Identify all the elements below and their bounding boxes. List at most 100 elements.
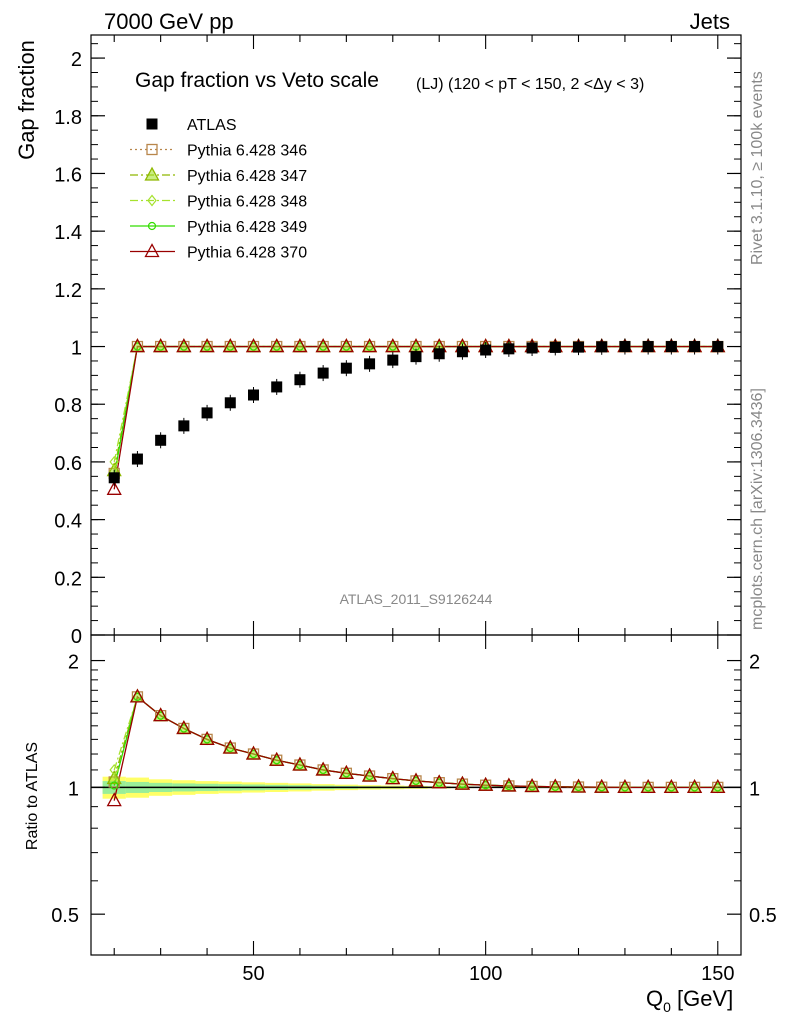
atlas-point — [317, 367, 329, 379]
xlabel-sub: 0 — [663, 999, 671, 1015]
legend-marker — [147, 221, 157, 231]
ratio-series-point — [640, 779, 656, 794]
ratio-series-point — [176, 720, 192, 735]
main-ytick-label: 0.4 — [54, 511, 82, 533]
ratio-ytick-label-right: 0.5 — [749, 905, 777, 927]
ratio-series-point — [199, 731, 215, 746]
atlas-point — [665, 341, 677, 353]
ratio-series-point — [617, 779, 633, 794]
main-series-point — [361, 338, 378, 353]
main-series-point — [269, 338, 285, 353]
legend-label: Pythia 6.428 346 — [187, 143, 307, 160]
xlabel: Q0 [GeV] — [646, 986, 733, 1015]
ratio-series-point — [153, 707, 169, 722]
main-series-point — [385, 338, 401, 353]
ratio-series-point — [110, 781, 119, 790]
main-title-suffix: (LJ) (120 < pT < 150, 2 <Δy < 3) — [416, 76, 644, 93]
atlas-point — [178, 420, 190, 432]
ratio-series-point — [524, 778, 540, 793]
main-series-point — [315, 338, 331, 353]
atlas-point — [712, 341, 724, 353]
atlas-point — [201, 407, 213, 419]
legend-label: ATLAS — [187, 117, 237, 134]
legend-label: Pythia 6.428 347 — [187, 168, 307, 185]
ratio-xtick-label: 50 — [242, 963, 264, 985]
legend-label: Pythia 6.428 348 — [187, 194, 307, 211]
main-series-point — [153, 338, 169, 353]
atlas-point — [131, 453, 143, 465]
xlabel-main: Q — [646, 986, 663, 1011]
ratio-series-point — [292, 756, 308, 771]
ratio-series-point — [315, 761, 331, 776]
ratio-series-point — [361, 767, 378, 782]
atlas-point — [108, 472, 120, 484]
ratio-series-point — [686, 779, 703, 794]
atlas-point — [155, 434, 167, 446]
ratio-series-point — [109, 763, 119, 776]
atlas-point — [271, 381, 283, 393]
main-title: Gap fraction vs Veto scale — [135, 69, 379, 92]
atlas-point — [294, 374, 306, 386]
main-series-point — [109, 455, 119, 468]
main-ytick-label: 1 — [71, 338, 82, 360]
main-ytick-label: 0 — [71, 626, 82, 648]
ratio-ytick-label: 0.5 — [51, 905, 79, 927]
main-ytick-label: 1.4 — [54, 222, 82, 244]
header-right: Jets — [690, 9, 730, 34]
ratio-series-point — [710, 779, 726, 794]
atlas-point — [503, 343, 515, 355]
ratio-series-point — [478, 776, 494, 791]
ratio-panel: Ratio to ATLAS 0.5 0.5 1 1 2 2 50 100 150 Q0 [Ge… — [24, 634, 777, 1015]
ratio-series-point — [106, 792, 122, 807]
main-panel: Gap fraction Gap fraction vs Veto scale … — [14, 34, 742, 648]
ratio-series-point — [547, 778, 563, 793]
ratio-ytick-label: 2 — [68, 652, 79, 674]
legend-label: Pythia 6.428 370 — [187, 245, 307, 262]
ratio-series-point — [454, 775, 471, 790]
legend-marker — [144, 166, 160, 181]
ratio-series-point — [222, 739, 238, 754]
atlas-point — [387, 354, 399, 366]
ratio-frame — [90, 634, 742, 956]
atlas-point — [410, 351, 422, 363]
legend-marker — [147, 194, 157, 207]
main-series-point — [338, 338, 354, 353]
main-ytick-label: 2 — [71, 49, 82, 71]
header-left: 7000 GeV pp — [104, 9, 234, 34]
atlas-point — [689, 341, 701, 353]
atlas-point — [642, 341, 654, 353]
atlas-point — [549, 341, 561, 353]
atlas-point — [619, 341, 631, 353]
atlas-point — [224, 397, 236, 409]
ratio-series-point — [338, 764, 354, 779]
legend-marker — [146, 118, 158, 130]
ratio-ytick-label-right: 1 — [749, 778, 760, 800]
main-series-point — [176, 338, 192, 353]
atlas-point — [340, 362, 352, 374]
analysis-label: ATLAS_2011_S9126244 — [340, 591, 493, 607]
ratio-ytick-label-right: 2 — [749, 652, 760, 674]
ratio-series-point — [385, 770, 401, 785]
ratio-ylabel: Ratio to ATLAS — [24, 742, 41, 850]
ratio-series-point — [594, 778, 610, 793]
mcplots-label: mcplots.cern.ch [arXiv:1306.3436] — [749, 388, 766, 630]
main-ytick-label: 0.8 — [54, 395, 82, 417]
main-series-point — [222, 338, 238, 353]
atlas-point — [433, 348, 445, 360]
atlas-point — [526, 342, 538, 354]
main-ytick-label: 1.2 — [54, 280, 82, 302]
atlas-point — [596, 341, 608, 353]
main-series-point — [129, 338, 146, 353]
main-ytick-label: 0.6 — [54, 453, 82, 475]
main-ytick-label: 1.6 — [54, 164, 82, 186]
ratio-ytick-label: 1 — [68, 778, 79, 800]
main-series-point — [292, 338, 308, 353]
main-ylabel: Gap fraction — [14, 40, 39, 160]
ratio-series-point — [245, 745, 262, 760]
ratio-series-point — [408, 772, 424, 787]
ratio-series-point — [570, 778, 587, 793]
main-series-point — [245, 338, 262, 353]
ratio-series-point — [501, 777, 517, 792]
rivet-label: Rivet 3.1.10, ≥ 100k events — [749, 71, 766, 265]
